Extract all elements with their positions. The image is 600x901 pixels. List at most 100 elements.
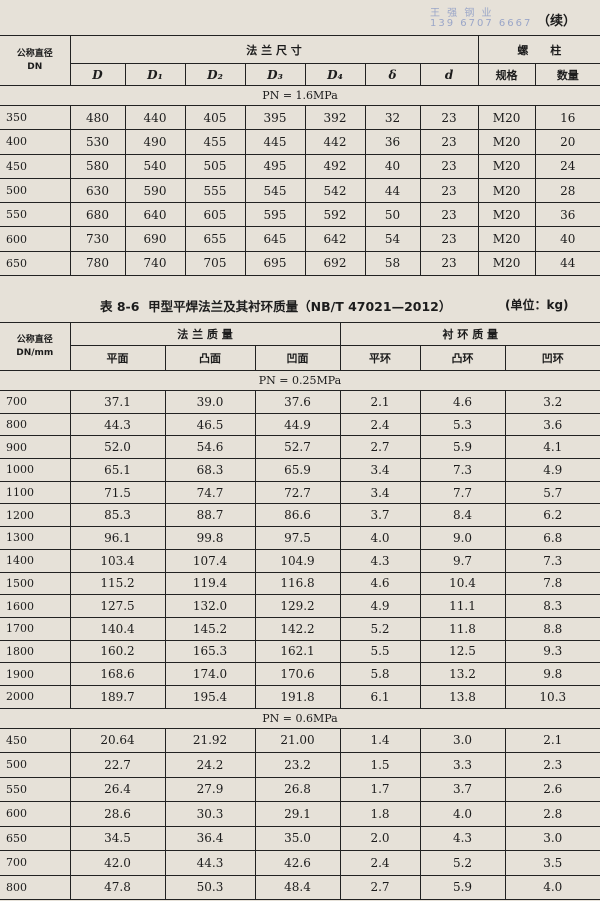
cell: 104.9 <box>254 548 341 573</box>
cell: 145.2 <box>164 616 256 641</box>
cell: 9.3 <box>504 639 600 664</box>
cell: 44.3 <box>164 850 256 876</box>
cell: 392 <box>304 104 366 131</box>
cell: 505 <box>184 153 246 179</box>
row-header: 800 <box>0 874 71 901</box>
unit-note: (单位：kg) <box>505 298 569 312</box>
cell: 740 <box>124 250 186 277</box>
cell: 4.3 <box>339 548 421 573</box>
cell: 34.5 <box>69 825 166 852</box>
cell: 3.4 <box>339 458 421 482</box>
column-header: 数量 <box>534 63 600 86</box>
cell: 52.7 <box>254 435 341 460</box>
continued-mark: （续） <box>537 14 577 29</box>
cell: 4.6 <box>419 390 506 414</box>
cell: 36 <box>364 129 421 155</box>
data-row: 2000 189.7 195.4 191.8 6.1 13.8 10.3 <box>0 684 600 709</box>
column-header: 凹面 <box>254 345 341 371</box>
column-header: D₄ <box>304 63 366 86</box>
cell: 42.0 <box>69 850 166 876</box>
section-title: PN = 0.25MPa <box>0 370 600 391</box>
row-header: 1000 <box>0 458 71 482</box>
row-header: 1900 <box>0 662 71 686</box>
cell: 7.7 <box>419 480 506 505</box>
row-header: 450 <box>0 153 71 179</box>
row-header: 1500 <box>0 571 71 596</box>
cell: 590 <box>124 177 186 204</box>
cell: 23.2 <box>254 752 341 778</box>
section-title: PN = 0.6MPa <box>0 707 600 729</box>
cell: 29.1 <box>254 801 341 827</box>
cell: 162.1 <box>254 639 341 664</box>
cell: 8.8 <box>504 616 600 641</box>
data-row: 450 20.64 21.92 21.00 1.4 3.0 2.1 <box>0 727 600 754</box>
cell: 129.2 <box>254 594 341 618</box>
cell: 592 <box>304 202 366 228</box>
cell: 3.6 <box>504 412 600 437</box>
cell: 86.6 <box>254 503 341 528</box>
cell: 11.8 <box>419 616 506 641</box>
dn-header: 公称直径 DN/mm <box>0 322 71 371</box>
cell: 730 <box>69 226 126 252</box>
data-row: 1800 160.2 165.3 162.1 5.5 12.5 9.3 <box>0 639 600 664</box>
section-row: PN = 0.6MPa <box>0 707 600 729</box>
data-row: 350 480 440 405 395 392 32 23 M20 16 <box>0 104 600 131</box>
data-row: 1400 103.4 107.4 104.9 4.3 9.7 7.3 <box>0 548 600 573</box>
cell: 2.4 <box>339 850 421 876</box>
cell: 36.4 <box>164 825 256 852</box>
cell: 10.3 <box>504 684 600 709</box>
row-header: 1600 <box>0 594 71 618</box>
cell: 2.7 <box>339 435 421 460</box>
data-row: 600 730 690 655 645 642 54 23 M20 40 <box>0 226 600 252</box>
data-row: 700 42.0 44.3 42.6 2.4 5.2 3.5 <box>0 850 600 876</box>
table-caption: 表 8-6 甲型平焊法兰及其衬环质量（NB/T 47021—2012） <box>100 296 451 315</box>
data-row: 800 47.8 50.3 48.4 2.7 5.9 4.0 <box>0 874 600 901</box>
cell: 9.7 <box>419 548 506 573</box>
row-header: 500 <box>0 752 71 778</box>
row-header: 550 <box>0 202 71 228</box>
cell: 5.7 <box>504 480 600 505</box>
row-header: 900 <box>0 435 71 460</box>
cell: 50 <box>364 202 421 228</box>
cell: 74.7 <box>164 480 256 505</box>
cell: 655 <box>184 226 246 252</box>
cell: 642 <box>304 226 366 252</box>
row-header: 500 <box>0 177 71 204</box>
column-header: D₂ <box>184 63 246 86</box>
cell: 9.8 <box>504 662 600 686</box>
cell: 780 <box>69 250 126 277</box>
cell: 3.5 <box>504 850 600 876</box>
data-row: 400 530 490 455 445 442 36 23 M20 20 <box>0 129 600 155</box>
section-row: PN = 0.25MPa <box>0 370 600 391</box>
row-header: 400 <box>0 129 71 155</box>
cell: 2.1 <box>339 390 421 414</box>
header-row: D D₁ D₂ D₃ D₄ δ d 规格 数量 <box>0 63 600 86</box>
cell: 395 <box>244 104 306 131</box>
cell: 39.0 <box>164 390 256 414</box>
cell: 4.0 <box>504 874 600 901</box>
row-header: 800 <box>0 412 71 437</box>
data-row: 1000 65.1 68.3 65.9 3.4 7.3 4.9 <box>0 458 600 482</box>
cell: 23 <box>419 226 479 252</box>
cell: 20 <box>534 129 600 155</box>
cell: 3.7 <box>419 776 506 803</box>
data-row: 1600 127.5 132.0 129.2 4.9 11.1 8.3 <box>0 594 600 618</box>
cell: 88.7 <box>164 503 256 528</box>
caption-label: 表 8-6 <box>100 299 140 314</box>
row-header: 700 <box>0 850 71 876</box>
column-header: 凹环 <box>504 345 600 371</box>
cell: 23 <box>419 177 479 204</box>
data-row: 550 680 640 605 595 592 50 23 M20 36 <box>0 202 600 228</box>
cell: 455 <box>184 129 246 155</box>
row-header: 1800 <box>0 639 71 664</box>
cell: 116.8 <box>254 571 341 596</box>
data-row: 1200 85.3 88.7 86.6 3.7 8.4 6.2 <box>0 503 600 528</box>
cell: 605 <box>184 202 246 228</box>
header-row: 平面 凸面 凹面 平环 凸环 凹环 <box>0 345 600 371</box>
cell: 4.0 <box>339 526 421 550</box>
cell: 35.0 <box>254 825 341 852</box>
section-title: PN = 1.6MPa <box>0 85 600 106</box>
cell: 23 <box>419 129 479 155</box>
cell: M20 <box>477 153 536 179</box>
